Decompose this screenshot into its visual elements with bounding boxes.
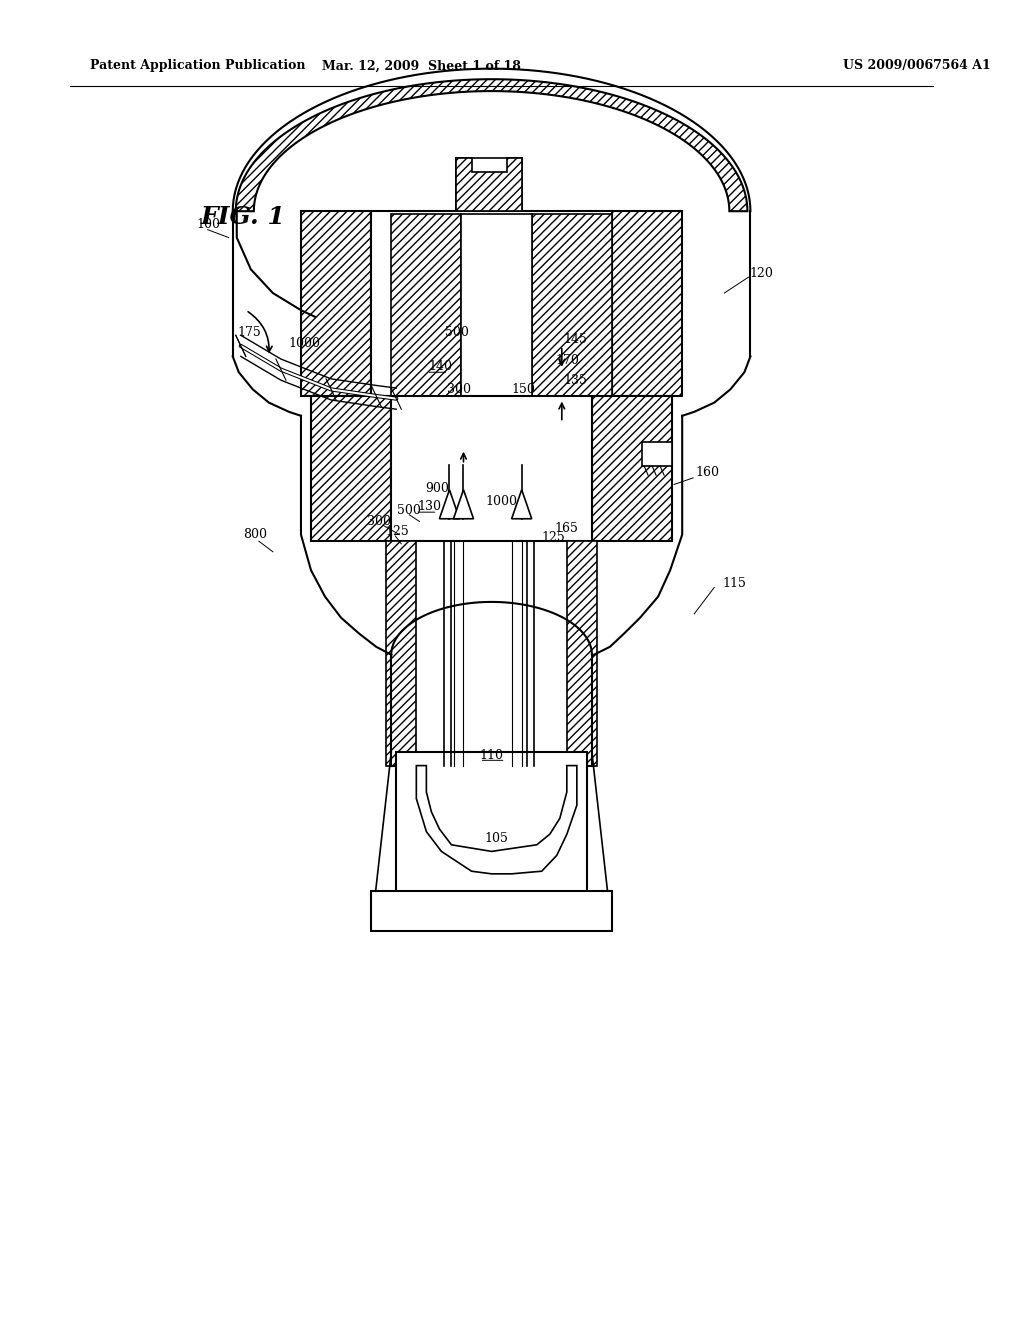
Polygon shape bbox=[457, 158, 521, 211]
Text: 110: 110 bbox=[479, 748, 504, 762]
Text: 1000: 1000 bbox=[485, 495, 517, 508]
Text: 120: 120 bbox=[750, 267, 773, 280]
Polygon shape bbox=[236, 79, 748, 211]
Text: 100: 100 bbox=[197, 218, 220, 231]
Text: 125: 125 bbox=[542, 531, 565, 544]
Text: 150: 150 bbox=[512, 383, 536, 396]
Text: 800: 800 bbox=[243, 528, 267, 541]
Bar bbox=[457, 158, 521, 211]
Polygon shape bbox=[531, 214, 612, 396]
Text: 145: 145 bbox=[564, 333, 588, 346]
Text: 140: 140 bbox=[428, 360, 453, 374]
Text: 1000: 1000 bbox=[289, 337, 321, 350]
Bar bbox=[642, 442, 672, 466]
Polygon shape bbox=[439, 490, 460, 519]
Polygon shape bbox=[311, 396, 391, 541]
Polygon shape bbox=[454, 490, 473, 519]
Text: 300: 300 bbox=[368, 515, 391, 528]
Polygon shape bbox=[386, 541, 417, 766]
Text: 300: 300 bbox=[447, 383, 471, 396]
Text: 165: 165 bbox=[555, 521, 579, 535]
Polygon shape bbox=[567, 541, 597, 766]
Bar bbox=[396, 752, 587, 911]
Polygon shape bbox=[301, 211, 371, 396]
Text: 130: 130 bbox=[418, 500, 441, 513]
Bar bbox=[371, 211, 612, 396]
Bar bbox=[391, 396, 592, 541]
Polygon shape bbox=[512, 490, 531, 519]
Polygon shape bbox=[417, 766, 577, 874]
Text: Patent Application Publication: Patent Application Publication bbox=[90, 59, 306, 73]
Polygon shape bbox=[592, 396, 672, 541]
Text: 125: 125 bbox=[385, 525, 409, 539]
Text: 160: 160 bbox=[695, 466, 719, 479]
Text: 135: 135 bbox=[564, 374, 588, 387]
Text: 900: 900 bbox=[425, 482, 450, 495]
Text: 500: 500 bbox=[445, 326, 469, 339]
Text: 105: 105 bbox=[484, 832, 509, 845]
Polygon shape bbox=[391, 214, 462, 396]
Text: US 2009/0067564 A1: US 2009/0067564 A1 bbox=[843, 59, 990, 73]
Polygon shape bbox=[612, 211, 682, 396]
Text: 170: 170 bbox=[556, 354, 580, 367]
Text: FIG. 1: FIG. 1 bbox=[201, 205, 286, 228]
Text: 115: 115 bbox=[722, 577, 746, 590]
Bar bbox=[371, 891, 612, 931]
Text: Mar. 12, 2009  Sheet 1 of 18: Mar. 12, 2009 Sheet 1 of 18 bbox=[322, 59, 521, 73]
Text: 500: 500 bbox=[397, 504, 421, 517]
Text: 175: 175 bbox=[238, 326, 261, 339]
Bar bbox=[462, 214, 531, 396]
